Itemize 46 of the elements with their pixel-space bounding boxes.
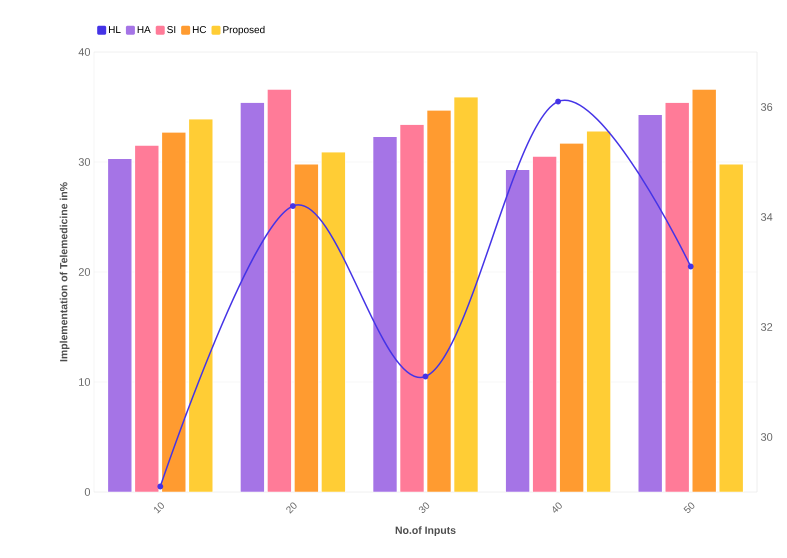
bar xyxy=(372,136,398,492)
legend-label: HA xyxy=(138,26,151,33)
x-tick-label: 10 xyxy=(154,502,164,514)
y-tick-label: 10 xyxy=(79,378,90,386)
x-axis-title: No.of Inputs xyxy=(396,526,456,536)
bar xyxy=(188,118,214,492)
y2-tick-label: 36 xyxy=(760,103,772,111)
bar xyxy=(664,102,690,492)
y-tick-label: 30 xyxy=(78,158,90,166)
point xyxy=(422,374,428,380)
y-tick-label: 40 xyxy=(78,48,90,56)
bar xyxy=(718,164,744,492)
bar xyxy=(240,102,265,492)
y-tick-label: 0 xyxy=(84,488,90,496)
bar xyxy=(321,152,346,492)
bar xyxy=(692,89,717,492)
y2-tick-label: 30 xyxy=(760,433,772,441)
bar xyxy=(638,114,663,492)
x-tick-label: 50 xyxy=(684,502,694,513)
bar xyxy=(267,89,292,492)
point xyxy=(290,203,296,209)
bar xyxy=(532,156,557,492)
y-tick-label: 20 xyxy=(78,268,90,276)
legend-label: HC xyxy=(192,26,206,34)
legend-label: HL xyxy=(108,26,121,33)
x-tick-label: 40 xyxy=(552,502,562,513)
bar xyxy=(586,131,611,492)
bar xyxy=(294,164,319,492)
x-tick-label: 20 xyxy=(286,502,297,514)
bar xyxy=(426,110,452,492)
bar xyxy=(108,158,132,492)
bar xyxy=(134,145,160,492)
legend-label: Proposed xyxy=(223,26,265,36)
y2-tick-label: 32 xyxy=(760,323,772,331)
point xyxy=(157,484,164,490)
bar xyxy=(506,170,530,492)
bar xyxy=(162,132,186,492)
x-tick-label: 30 xyxy=(418,502,430,513)
y-axis-title: Implementation of Telemedicine in% xyxy=(60,182,70,362)
point xyxy=(688,264,694,270)
point xyxy=(555,98,562,104)
bar xyxy=(560,143,584,492)
bar xyxy=(400,124,424,492)
y2-tick-label: 34 xyxy=(760,213,772,221)
bar xyxy=(454,96,478,492)
legend-label: SI xyxy=(167,26,176,34)
